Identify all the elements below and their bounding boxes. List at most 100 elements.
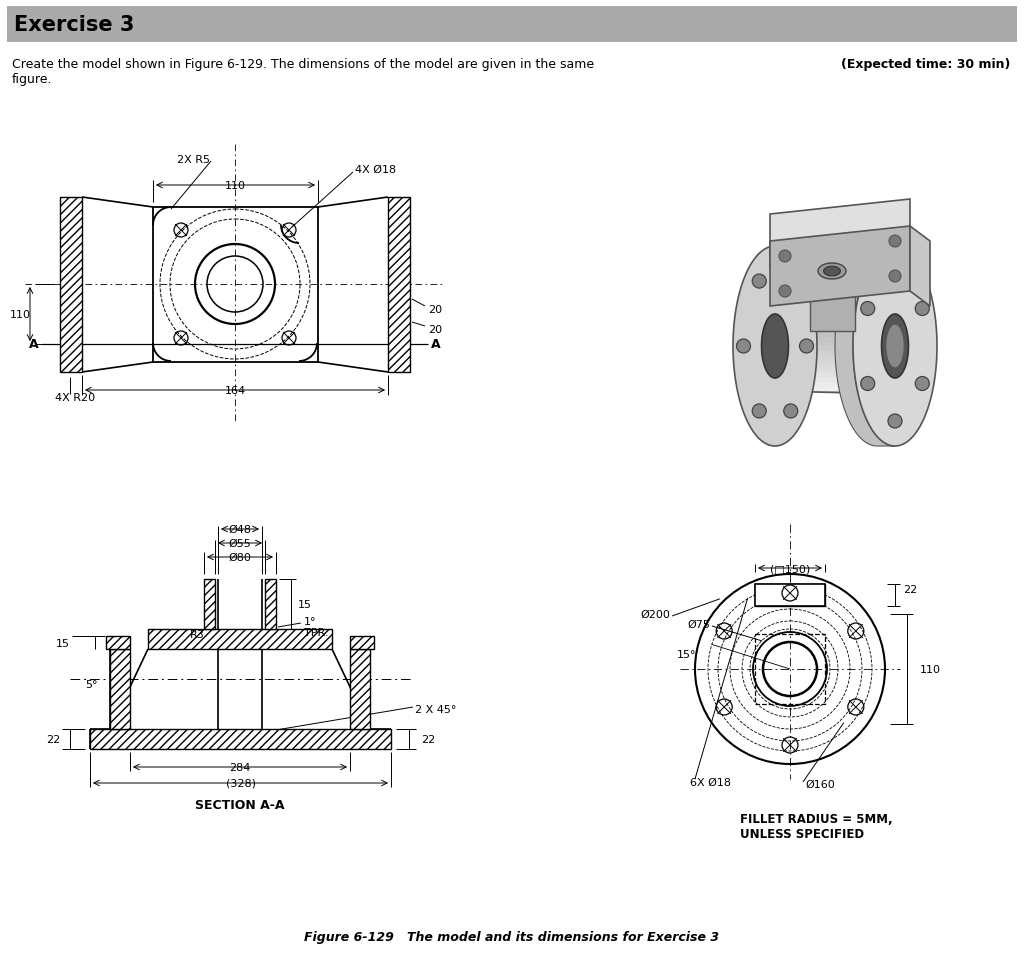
Text: 15: 15 [298, 599, 312, 609]
Circle shape [800, 339, 813, 354]
Polygon shape [770, 227, 910, 307]
Circle shape [783, 404, 798, 418]
Circle shape [888, 265, 902, 278]
Bar [565, 115, 1005, 470]
Bar [388, 198, 410, 373]
Bar [775, 306, 895, 311]
Text: SECTION A-A: SECTION A-A [196, 799, 285, 812]
Text: 5°: 5° [85, 679, 98, 689]
Text: 15: 15 [56, 639, 70, 648]
Circle shape [888, 415, 902, 429]
Text: 164: 164 [224, 386, 246, 395]
Text: TPR.: TPR. [304, 627, 329, 638]
Text: Ø80: Ø80 [228, 553, 252, 562]
Text: Ø200: Ø200 [640, 609, 670, 619]
Text: 20: 20 [428, 325, 442, 335]
Bar [7, 7, 1017, 43]
Circle shape [889, 235, 901, 248]
Text: 2X R5: 2X R5 [177, 154, 210, 165]
Text: 6X Ø18: 6X Ø18 [690, 778, 731, 787]
Text: A: A [431, 338, 440, 351]
Text: 22: 22 [46, 734, 60, 744]
Bar [148, 629, 332, 649]
Polygon shape [762, 314, 788, 378]
Text: 15°: 15° [677, 650, 696, 659]
Polygon shape [818, 264, 846, 280]
Bar [265, 579, 276, 629]
Text: 110: 110 [920, 664, 941, 675]
Bar [775, 369, 895, 374]
Bar [775, 302, 895, 306]
Text: Ø75: Ø75 [687, 619, 710, 629]
Text: 2 X 45°: 2 X 45° [415, 704, 457, 714]
Circle shape [736, 339, 751, 354]
Bar [775, 324, 895, 329]
Text: Ø55: Ø55 [228, 538, 251, 548]
Bar [755, 584, 825, 606]
Bar [775, 355, 895, 360]
Text: 4X R20: 4X R20 [55, 393, 95, 402]
Text: Figure 6-129   The model and its dimensions for Exercise 3: Figure 6-129 The model and its dimension… [304, 930, 720, 943]
Text: 284: 284 [229, 762, 251, 772]
Text: 110: 110 [225, 181, 246, 191]
Bar [775, 311, 895, 315]
Bar [775, 347, 895, 351]
Bar [755, 584, 825, 606]
Bar [755, 635, 825, 704]
Text: 20: 20 [428, 305, 442, 314]
Bar [110, 649, 130, 729]
Bar [60, 198, 82, 373]
Polygon shape [775, 302, 895, 395]
Text: Ø48: Ø48 [228, 524, 252, 535]
Bar [90, 729, 391, 749]
Text: Create the model shown in Figure 6-129. The dimensions of the model are given in: Create the model shown in Figure 6-129. … [12, 58, 594, 71]
Bar [350, 637, 374, 649]
Polygon shape [823, 267, 841, 276]
Text: 22: 22 [903, 584, 918, 595]
Bar [106, 637, 130, 649]
Polygon shape [733, 247, 817, 447]
Circle shape [861, 377, 874, 391]
Text: (Expected time: 30 min): (Expected time: 30 min) [841, 58, 1010, 71]
Bar [775, 382, 895, 387]
Text: (328): (328) [225, 779, 256, 788]
Bar [775, 342, 895, 347]
Text: Ø160: Ø160 [805, 780, 835, 789]
Bar [350, 649, 370, 729]
Text: figure.: figure. [12, 73, 52, 86]
Polygon shape [886, 325, 904, 369]
Text: (□150): (□150) [770, 563, 810, 574]
Circle shape [753, 404, 766, 418]
Text: 4X Ø18: 4X Ø18 [355, 165, 396, 174]
Bar [775, 315, 895, 319]
Bar [775, 351, 895, 355]
Circle shape [861, 302, 874, 316]
Polygon shape [882, 314, 908, 378]
Circle shape [915, 377, 929, 391]
Polygon shape [835, 247, 895, 447]
Bar [775, 365, 895, 369]
Polygon shape [770, 200, 910, 269]
Bar [775, 387, 895, 392]
Bar [775, 334, 895, 337]
Text: A: A [30, 338, 39, 351]
Bar [775, 374, 895, 378]
Circle shape [889, 271, 901, 283]
Bar [810, 292, 855, 332]
Circle shape [779, 251, 791, 263]
Text: Exercise 3: Exercise 3 [14, 15, 134, 35]
Circle shape [753, 274, 766, 289]
Text: 22: 22 [421, 734, 435, 744]
Circle shape [783, 274, 798, 289]
Bar [775, 360, 895, 365]
Text: 1°: 1° [304, 617, 316, 626]
Polygon shape [853, 247, 937, 447]
Text: UNLESS SPECIFIED: UNLESS SPECIFIED [740, 827, 864, 841]
Text: 110: 110 [9, 310, 31, 319]
Text: FILLET RADIUS = 5MM,: FILLET RADIUS = 5MM, [740, 813, 893, 825]
Text: R3: R3 [190, 629, 205, 639]
Bar [775, 337, 895, 342]
Circle shape [779, 286, 791, 297]
Circle shape [915, 302, 929, 316]
Bar [775, 329, 895, 334]
